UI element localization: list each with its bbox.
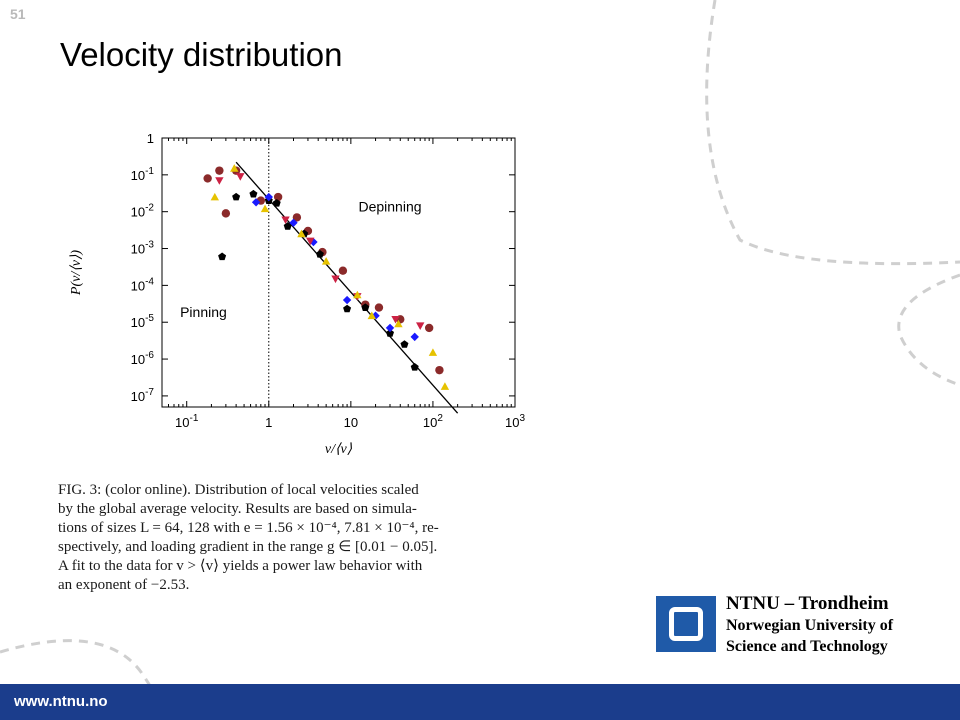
chart-annotation: Pinning <box>180 304 227 320</box>
y-tick-label: 10-5 <box>131 313 155 330</box>
data-point <box>210 192 220 201</box>
y-axis-label: P(v/⟨v⟩) <box>69 250 84 296</box>
plot-frame <box>161 137 516 408</box>
data-point <box>385 323 395 333</box>
data-point <box>424 323 434 333</box>
x-tick-label: 102 <box>423 413 443 430</box>
caption-line: an exponent of −2.53. <box>58 577 190 593</box>
brand-line-2: Norwegian University of <box>726 617 894 634</box>
data-point <box>251 198 261 207</box>
y-tick-label: 10-1 <box>131 166 155 183</box>
data-point <box>215 166 224 175</box>
data-point <box>440 382 450 390</box>
figure-caption: FIG. 3: (color online). Distribution of … <box>58 481 528 595</box>
data-point <box>309 237 318 247</box>
data-point <box>428 348 438 356</box>
data-point <box>315 250 324 258</box>
data-point <box>391 315 400 324</box>
x-tick-label: 10 <box>344 415 358 430</box>
logo-ring <box>669 607 703 641</box>
caption-line: FIG. 3: (color online). Distribution of … <box>58 482 419 498</box>
data-point <box>260 204 270 213</box>
brand-line-1: NTNU – Trondheim <box>726 593 889 614</box>
page-number: 51 <box>10 6 26 22</box>
data-point <box>264 192 273 202</box>
caption-line: tions of sizes L = 64, 128 with e = 1.56… <box>58 520 439 536</box>
y-tick-label: 10-7 <box>131 387 155 404</box>
x-axis-label: v/⟨v⟩ <box>325 442 353 457</box>
data-point <box>218 252 227 261</box>
footer-url-link[interactable]: www.ntnu.no <box>14 693 108 710</box>
data-point <box>367 311 377 320</box>
ntnu-logo-icon <box>656 596 716 652</box>
data-point <box>361 303 370 311</box>
chart-annotation: Depinning <box>358 199 421 215</box>
velocity-distribution-chart: 10-1 1 10 102 103 1 10-1 10-2 10-3 10-4 10-5 10-6 10… <box>69 131 525 457</box>
data-point <box>400 340 409 348</box>
data-point <box>297 229 306 238</box>
data-point <box>386 329 395 337</box>
data-point <box>249 189 258 198</box>
data-point <box>221 209 231 218</box>
data-point <box>292 213 302 222</box>
data-point <box>343 304 352 313</box>
data-point <box>338 266 348 275</box>
data-point <box>416 322 425 330</box>
caption-line: by the global average velocity. Results … <box>58 501 417 517</box>
x-tick-label: 1 <box>265 415 272 430</box>
data-point <box>331 275 340 284</box>
data-point <box>232 192 241 201</box>
brand-line-3: Science and Technology <box>726 638 888 655</box>
data-point <box>342 295 352 305</box>
data-point <box>435 365 444 375</box>
caption-line: A fit to the data for v > ⟨v⟩ yields a p… <box>58 558 423 574</box>
data-point <box>321 257 331 265</box>
y-tick-label: 10-6 <box>131 350 155 367</box>
data-point <box>353 290 362 299</box>
data-point <box>273 192 283 202</box>
power-law-fit-line <box>235 161 459 414</box>
slide-title: Velocity distribution <box>60 36 343 73</box>
caption-line: spectively, and loading gradient in the … <box>58 539 438 555</box>
x-tick-label: 10-1 <box>175 413 199 430</box>
data-point <box>394 319 403 328</box>
data-point <box>371 311 380 320</box>
x-tick-label: 103 <box>505 413 525 430</box>
data-point <box>410 363 419 371</box>
brand-text: NTNU – Trondheim Norwegian University of… <box>726 593 893 657</box>
data-point <box>410 332 419 342</box>
data-point <box>281 216 290 225</box>
data-point <box>215 177 224 185</box>
data-point <box>236 173 245 181</box>
y-tick-label: 10-2 <box>131 203 155 220</box>
data-point <box>306 237 315 246</box>
data-point <box>203 174 212 183</box>
data-point <box>272 198 281 207</box>
data-point <box>289 218 298 227</box>
data-point <box>374 303 384 312</box>
y-tick-label: 1 <box>147 131 154 146</box>
footer-bar: www.ntnu.no <box>0 684 960 720</box>
y-tick-label: 10-3 <box>131 240 155 257</box>
data-point <box>283 222 292 230</box>
data-point <box>230 164 239 172</box>
y-tick-label: 10-4 <box>131 276 155 293</box>
